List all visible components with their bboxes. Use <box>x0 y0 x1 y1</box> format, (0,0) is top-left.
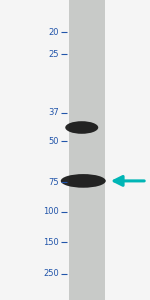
Bar <box>69 0 105 300</box>
Text: 25: 25 <box>49 50 59 58</box>
Text: 50: 50 <box>49 136 59 146</box>
Text: 20: 20 <box>49 28 59 37</box>
Text: 100: 100 <box>44 207 59 216</box>
Text: 75: 75 <box>49 178 59 187</box>
Ellipse shape <box>61 174 106 188</box>
Ellipse shape <box>65 121 98 134</box>
Text: 37: 37 <box>48 108 59 117</box>
Text: 250: 250 <box>44 269 59 278</box>
Text: 150: 150 <box>44 238 59 247</box>
